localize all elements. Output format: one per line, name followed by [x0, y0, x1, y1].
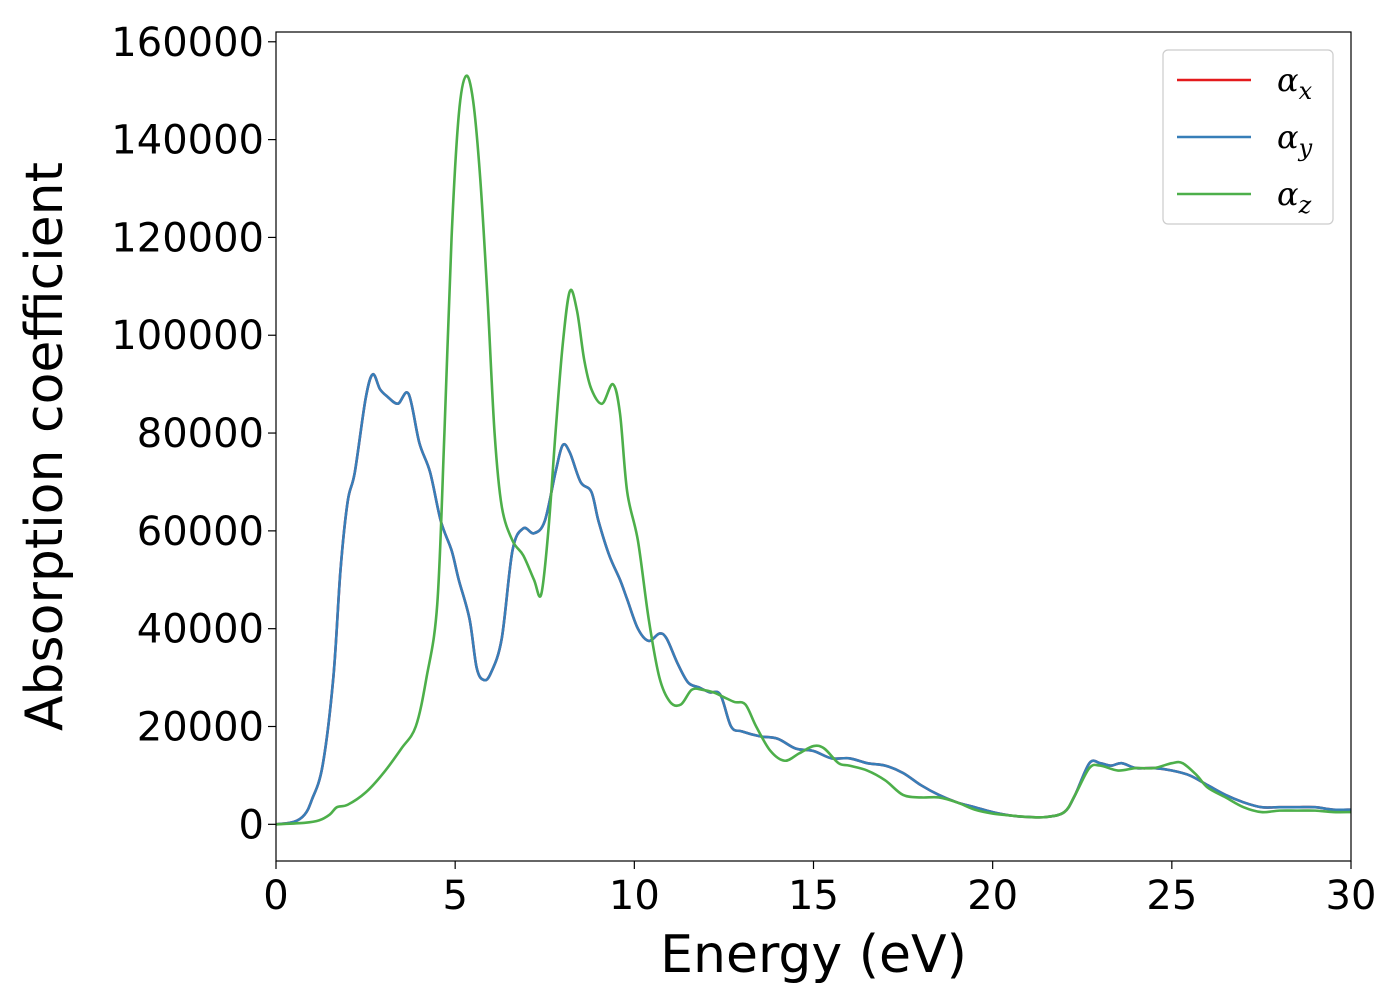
y-tick-label: 140000	[111, 118, 264, 164]
x-axis-ticks: 0 5 10 15 20 25 30	[263, 861, 1376, 919]
y-tick-label: 60000	[137, 509, 264, 555]
x-tick-label: 15	[788, 873, 839, 919]
series-line-z	[276, 74, 1351, 826]
y-tick-label: 80000	[137, 411, 264, 457]
plot-area	[276, 74, 1351, 826]
x-tick-label: 10	[609, 873, 660, 919]
x-tick-label: 5	[442, 873, 467, 919]
y-tick-label: 100000	[111, 313, 264, 359]
legend-label-x: αx	[1277, 61, 1313, 105]
x-axis-title: Energy (eV)	[660, 925, 967, 985]
legend-label-y: αy	[1277, 118, 1313, 162]
legend: αx αy αz	[1162, 49, 1334, 225]
series-line-y	[276, 373, 1351, 826]
x-tick-label: 30	[1326, 873, 1377, 919]
y-axis-ticks: 0 20000 40000 60000 80000 100000 120000 140000 1…	[111, 20, 276, 848]
y-tick-label: 120000	[111, 215, 264, 261]
x-tick-label: 20	[967, 873, 1018, 919]
y-tick-label: 20000	[137, 705, 264, 751]
y-tick-label: 0	[239, 802, 264, 848]
x-tick-label: 25	[1146, 873, 1197, 919]
x-tick-label: 0	[263, 873, 288, 919]
legend-label-z: αz	[1277, 175, 1312, 219]
y-tick-label: 40000	[137, 607, 264, 653]
y-axis-title: Absorption coefficient	[15, 162, 75, 731]
y-tick-label: 160000	[111, 20, 264, 66]
